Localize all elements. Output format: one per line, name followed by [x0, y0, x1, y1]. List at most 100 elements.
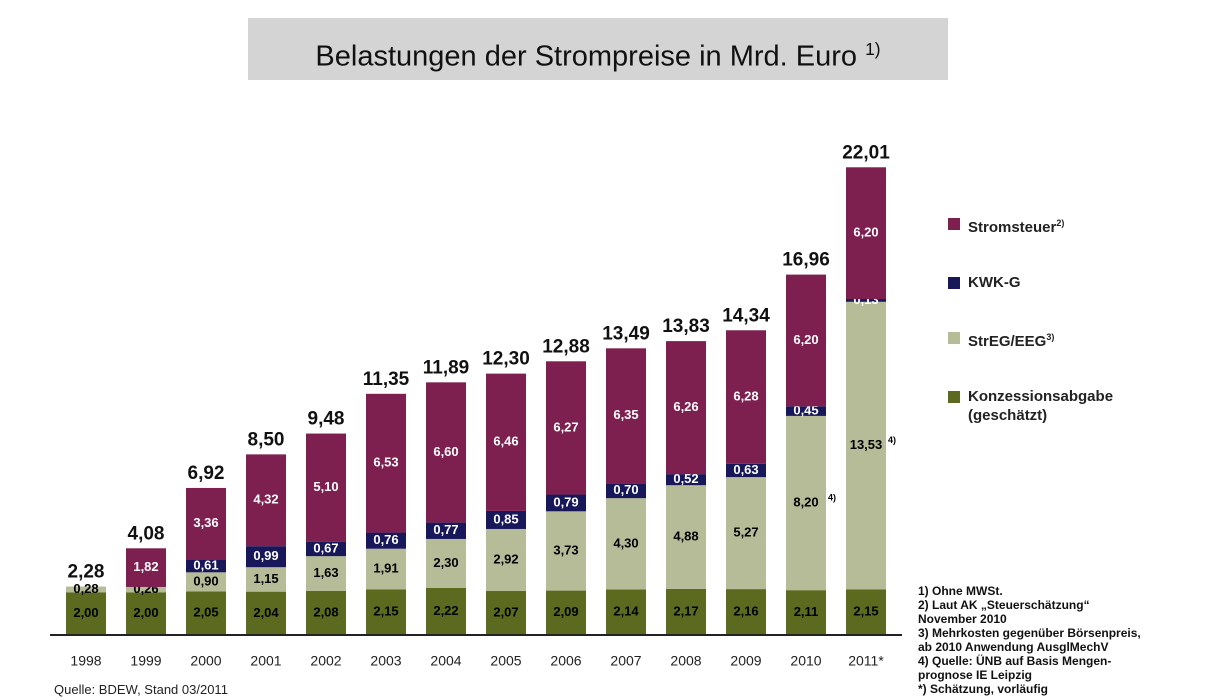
bar-segment — [546, 590, 586, 635]
total-label: 2,28 — [68, 562, 105, 583]
bar-segment — [846, 299, 886, 302]
x-tick-label: 2007 — [610, 653, 641, 669]
legend-entry: Stromsteuer2) — [948, 214, 1118, 237]
value-label: 2,00 — [73, 605, 98, 620]
legend-label: Stromsteuer — [968, 219, 1057, 236]
value-label: 1,15 — [253, 571, 278, 586]
title-note: 1) — [865, 39, 881, 59]
footnote: 2) Laut AK „Steuerschätzung“ — [918, 598, 1090, 612]
bar-segment — [306, 433, 346, 542]
value-label: 6,20 — [853, 225, 878, 240]
bar-segment — [546, 511, 586, 591]
value-label: 6,60 — [433, 444, 458, 459]
value-label: 8,20 — [793, 494, 818, 509]
value-label: 6,20 — [793, 332, 818, 347]
value-label: 0,77 — [433, 522, 458, 537]
bar-segment — [606, 483, 646, 499]
value-label: 2,04 — [253, 605, 279, 620]
bar-segment — [306, 556, 346, 591]
legend-note: 3) — [1046, 332, 1055, 342]
bar-segment — [426, 522, 466, 539]
bar-segment — [726, 463, 766, 478]
value-label: 0,90 — [193, 573, 218, 588]
value-label: 1,63 — [313, 565, 338, 580]
value-note: 4) — [888, 435, 896, 445]
total-label: 11,35 — [363, 369, 410, 390]
footnote: prognose IE Leipzig — [918, 668, 1033, 682]
x-tick-label: 1998 — [70, 653, 101, 669]
value-label: 0,99 — [253, 548, 278, 563]
legend-entry: StrEG/EEG3) — [948, 328, 1118, 351]
legend-swatch — [948, 277, 960, 289]
value-label: 5,27 — [733, 525, 758, 540]
value-label: 13,53 — [850, 437, 883, 452]
legend-entry: KWK-G — [948, 273, 1118, 292]
x-tick-label: 2011* — [848, 653, 884, 669]
bar-segment — [666, 474, 706, 486]
bar-segment — [126, 548, 166, 587]
value-label: 2,00 — [133, 605, 158, 620]
value-label: 0,76 — [373, 532, 398, 547]
bar-segment — [486, 528, 526, 592]
value-label: 6,26 — [673, 399, 698, 414]
bar-segment — [126, 592, 166, 635]
value-label: 0,52 — [673, 471, 698, 486]
value-label: 2,07 — [493, 604, 518, 619]
bar-segment — [606, 498, 646, 590]
x-tick-label: 2000 — [190, 653, 221, 669]
bar-segment — [846, 301, 886, 590]
x-tick-label: 2008 — [670, 653, 701, 669]
bar-segment — [306, 590, 346, 635]
x-tick-label: 2006 — [550, 653, 581, 669]
x-tick-label: 2003 — [370, 653, 401, 669]
bar-segment — [366, 589, 406, 635]
bar-segment — [786, 590, 826, 635]
bar-segment — [486, 510, 526, 529]
bar-segment — [666, 588, 706, 635]
total-label: 9,48 — [308, 409, 345, 430]
value-label: 4,88 — [673, 528, 698, 543]
total-label: 4,08 — [128, 523, 165, 544]
legend-label: Konzessionsabgabe (geschätzt) — [968, 388, 1114, 424]
value-label: 2,15 — [373, 604, 398, 619]
total-label: 13,83 — [662, 316, 710, 337]
legend-swatch — [948, 332, 960, 344]
bar-segment — [846, 167, 886, 300]
legend-label: StrEG/EEG — [968, 333, 1047, 350]
footnotes: 1) Ohne MWSt. 2) Laut AK „Steuerschätzung… — [918, 584, 1141, 696]
x-tick-label: 2010 — [790, 653, 821, 669]
bar-segment — [186, 591, 226, 635]
bar-segment — [366, 532, 406, 549]
bar-segment — [186, 487, 226, 560]
bar-segment — [786, 415, 826, 591]
bar-segment — [186, 559, 226, 573]
x-tick-label: 2009 — [730, 653, 761, 669]
bar-segment — [246, 454, 286, 547]
value-label: 6,53 — [373, 455, 398, 470]
value-label: 0,63 — [733, 462, 758, 477]
value-label: 3,73 — [553, 542, 578, 557]
value-label: 0,85 — [493, 511, 518, 526]
value-label: 0,70 — [613, 482, 638, 497]
value-label: 2,30 — [433, 555, 458, 570]
x-tick-label: 2001 — [250, 653, 281, 669]
total-label: 14,34 — [722, 305, 770, 326]
value-label: 2,09 — [553, 604, 578, 619]
bar-segment — [426, 587, 466, 635]
footnote: 1) Ohne MWSt. — [918, 584, 1003, 598]
bar-segment — [186, 572, 226, 592]
total-label: 6,92 — [188, 463, 225, 484]
footnote: *) Schätzung, vorläufig — [918, 682, 1049, 696]
value-label: 0,28 — [73, 581, 98, 596]
value-label: 2,15 — [853, 604, 878, 619]
value-label: 2,16 — [733, 603, 758, 618]
bar-segment — [366, 548, 406, 590]
value-label: 2,11 — [794, 604, 819, 619]
bar-segment — [426, 382, 466, 523]
total-label: 11,89 — [423, 357, 470, 378]
value-label: 0,79 — [553, 494, 578, 509]
value-note: 4) — [828, 492, 836, 502]
value-label: 4,32 — [253, 492, 278, 507]
